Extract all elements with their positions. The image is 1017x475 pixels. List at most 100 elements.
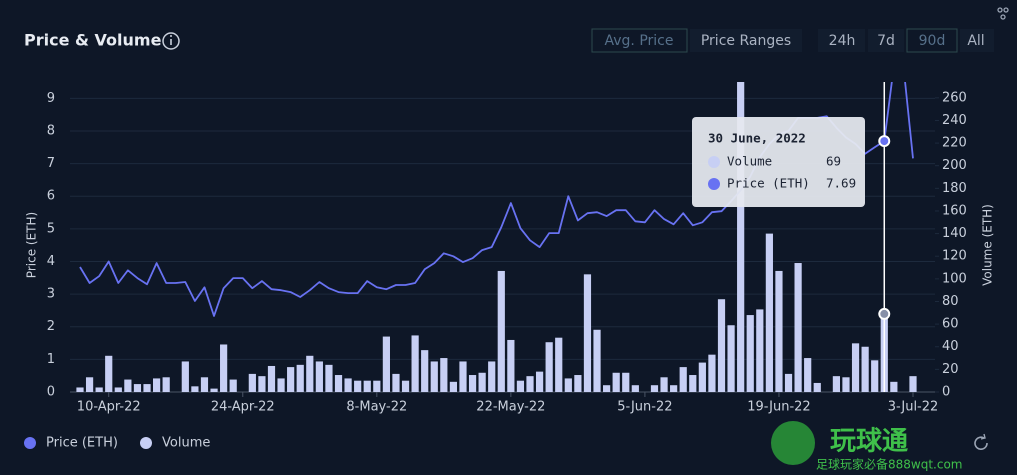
volume-bar — [85, 377, 94, 392]
y-tick-label: 9 — [47, 91, 55, 106]
button[interactable]: 24h — [829, 33, 856, 49]
volume-bar — [373, 380, 381, 392]
volume-bar — [287, 367, 295, 392]
volume-bar — [315, 361, 323, 392]
volume-bar — [449, 381, 458, 392]
button[interactable]: All — [967, 33, 984, 49]
y2-tick-label: 60 — [942, 317, 959, 332]
y2-tick-label: 200 — [942, 158, 967, 173]
button-bg — [818, 29, 865, 52]
volume-bar — [468, 375, 477, 392]
volume-bar — [756, 309, 764, 392]
volume-bar — [114, 387, 122, 392]
legend-label[interactable]: Volume — [162, 436, 210, 451]
y2-tick-label: 260 — [942, 90, 967, 105]
volume-bar — [784, 373, 793, 392]
volume-bar — [555, 337, 563, 392]
plot-area — [76, 82, 917, 392]
volume-bar — [248, 373, 256, 392]
button[interactable]: 90d — [919, 33, 946, 49]
volume-bar — [210, 388, 218, 392]
volume-bar — [717, 299, 726, 392]
y-axis-label: Price (ETH) — [25, 212, 39, 278]
volume-bar — [813, 382, 821, 392]
tooltip: 30 June, 2022 Volume 69 Price (ETH) 7.69 — [692, 117, 865, 207]
y2-tick-label: 220 — [942, 136, 967, 151]
volume-bar — [488, 361, 496, 392]
button[interactable]: Price Ranges — [701, 33, 791, 49]
volume-bar — [804, 358, 812, 392]
volume-bar — [143, 384, 151, 392]
volume-bar — [909, 376, 917, 392]
volume-bar — [564, 378, 572, 392]
button-bg — [960, 29, 994, 52]
volume-bar — [421, 350, 429, 392]
volume-bar — [842, 377, 850, 392]
button-bg — [690, 29, 802, 52]
y-tick-label: 2 — [47, 319, 55, 334]
volume-bar — [354, 380, 362, 392]
volume-bar — [430, 361, 438, 392]
tooltip-label: Price (ETH) — [727, 176, 810, 191]
volume-bar — [181, 361, 189, 392]
legend-swatch — [140, 437, 152, 449]
tooltip-swatch — [708, 156, 720, 168]
button-border — [591, 28, 688, 53]
volume-bar — [622, 372, 630, 392]
volume-bar — [535, 371, 544, 392]
x-tick-label: 24-Apr-22 — [211, 400, 275, 415]
y-tick-label: 0 — [47, 385, 55, 400]
volume-bar — [459, 361, 467, 392]
volume-bar — [382, 336, 390, 392]
volume-bar — [794, 263, 802, 392]
volume-bar — [689, 375, 697, 392]
volume-bar — [746, 315, 754, 392]
volume-bar — [583, 274, 592, 392]
button[interactable]: 7d — [877, 33, 895, 49]
volume-bar — [277, 378, 285, 392]
y2-tick-label: 180 — [942, 181, 967, 196]
y2-tick-label: 140 — [942, 226, 967, 241]
x-tick-label: 5-Jun-22 — [617, 400, 672, 415]
refresh-icon[interactable] — [974, 433, 988, 450]
volume-bar — [679, 367, 687, 392]
volume-bar — [296, 364, 304, 392]
volume-bar — [440, 358, 448, 392]
volume-bar — [727, 325, 735, 392]
controls: Avg. Price Price Ranges 24h 7d 90d All — [591, 28, 994, 53]
tooltip-label: Volume — [727, 154, 772, 169]
legend: Price (ETH) Volume — [24, 436, 210, 451]
volume-bar — [334, 375, 343, 392]
volume-bar — [650, 385, 659, 392]
chart-title: Price & Volume — [24, 31, 162, 50]
legend-label[interactable]: Price (ETH) — [46, 436, 118, 451]
volume-bar — [229, 379, 237, 392]
share-icon[interactable] — [997, 7, 1009, 20]
tooltip-value: 7.69 — [826, 176, 856, 191]
watermark: 玩球通 足球玩家必备888wqt.com — [771, 421, 963, 472]
y2-tick-label: 160 — [942, 203, 967, 218]
volume-bar — [325, 364, 333, 392]
y2-tick-label: 120 — [942, 249, 967, 264]
volume-bar — [526, 376, 534, 392]
volume-bar — [95, 387, 103, 392]
button[interactable]: Avg. Price — [605, 33, 674, 49]
y-tick-label: 8 — [47, 123, 55, 138]
hover-point — [878, 307, 891, 320]
x-tick-label: 10-Apr-22 — [77, 400, 141, 415]
x-tick-label: 22-May-22 — [476, 400, 545, 415]
tooltip-title: 30 June, 2022 — [708, 131, 806, 146]
volume-bar — [363, 380, 371, 392]
y2-tick-label: 100 — [942, 271, 967, 286]
y2-axis-label: Volume (ETH) — [981, 204, 995, 286]
volume-bar — [507, 339, 515, 392]
volume-bar — [660, 377, 668, 392]
volume-bar — [832, 376, 841, 392]
watermark-badge — [771, 421, 815, 465]
volume-bar — [516, 380, 525, 392]
y2-tick-label: 0 — [942, 385, 950, 400]
volume-bar — [861, 346, 869, 392]
info-icon[interactable] — [162, 32, 180, 50]
legend-swatch — [24, 437, 36, 449]
